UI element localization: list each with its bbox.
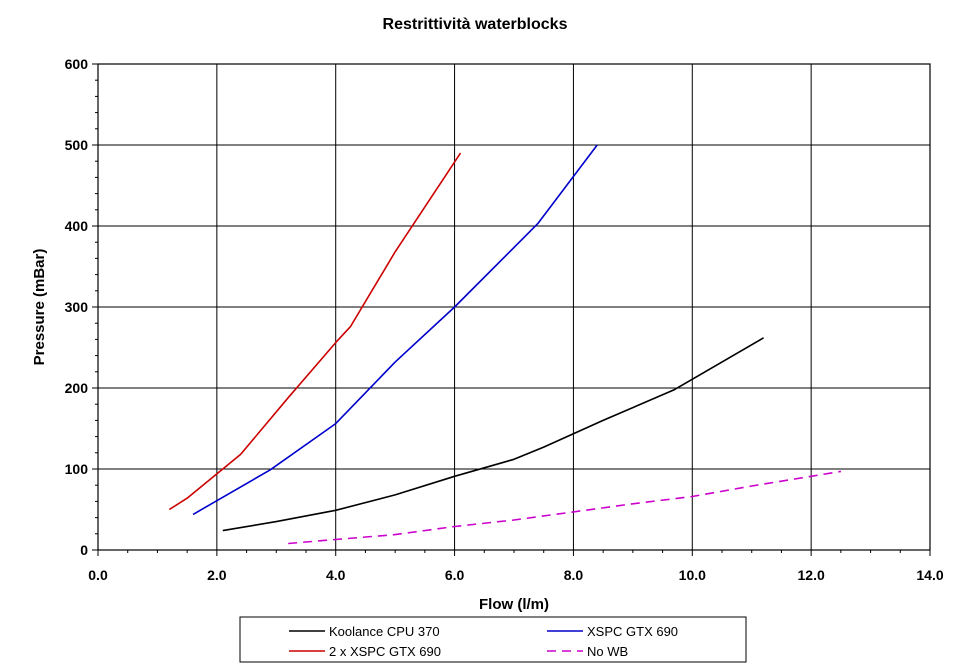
x-tick-label: 4.0 [326,567,346,583]
y-tick-label: 100 [65,461,89,477]
series-line-1 [222,337,765,532]
x-tick-label: 8.0 [564,567,584,583]
y-axis-label: Pressure (mBar) [31,249,48,366]
legend-label-1: Koolance CPU 370 [329,624,440,639]
x-tick-label: 0.0 [88,567,108,583]
x-tick-label: 2.0 [207,567,227,583]
legend-box [239,616,747,663]
x-tick-label: 14.0 [916,567,943,583]
plot-area: 0.0 2.0 4.0 6.0 8.0 10.0 12.0 14.0 0 100 200 300 400… [65,56,944,583]
y-tick-label: 500 [65,137,89,153]
y-tick-label: 200 [65,380,89,396]
plot-border [97,63,931,551]
legend-label-4: No WB [587,644,628,659]
x-tick-label: 10.0 [679,567,706,583]
series-line-4 [288,470,842,545]
x-tick-label: 12.0 [798,567,825,583]
x-tick-label: 6.0 [445,567,465,583]
y-tick-label: 0 [80,542,88,558]
legend-label-3: 2 x XSPC GTX 690 [329,644,441,659]
chart-title: Restrittività waterblocks [383,16,568,33]
y-tick-label: 300 [65,299,89,315]
y-tick-label: 600 [65,56,89,72]
x-axis-label: Flow (l/m) [479,596,549,613]
legend: Koolance CPU 370 XSPC GTX 690 2 x XSPC GTX… [239,616,747,663]
y-tick-label: 400 [65,218,89,234]
legend-label-2: XSPC GTX 690 [587,624,678,639]
series-line-2 [192,144,598,516]
series-line-3 [168,152,462,511]
